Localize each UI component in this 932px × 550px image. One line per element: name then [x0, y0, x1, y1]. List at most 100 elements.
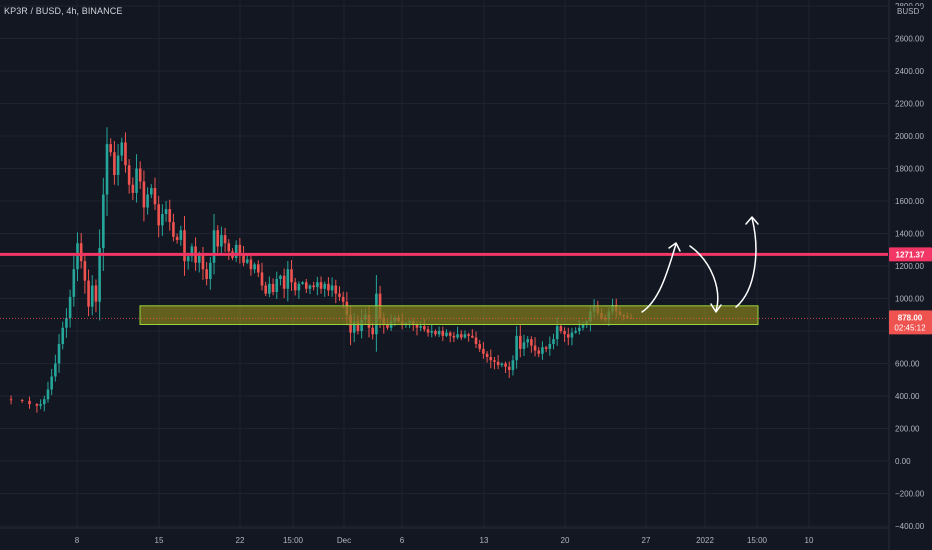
- candle-body: [175, 236, 179, 240]
- candle-body: [570, 332, 574, 338]
- y-tick-label: 400.00: [895, 392, 920, 401]
- candle-body: [127, 165, 131, 185]
- candle-body: [515, 335, 518, 361]
- candle-body: [35, 404, 39, 406]
- candle-body: [286, 269, 290, 289]
- symbol-title[interactable]: KP3R / BUSD, 4h, BINANCE: [4, 6, 123, 16]
- y-tick-label: 2400.00: [895, 67, 924, 76]
- projection-arrow-up-2[interactable]: [735, 217, 757, 308]
- candle-body: [223, 235, 227, 244]
- candle-body: [83, 261, 87, 281]
- candle-body: [116, 155, 120, 175]
- candle-body: [172, 222, 175, 237]
- candle-body: [79, 243, 83, 262]
- candle-body: [238, 244, 242, 255]
- candle-body: [253, 264, 256, 270]
- candle-body: [511, 360, 515, 370]
- candle-body: [452, 335, 456, 338]
- y-tick-label: 2600.00: [895, 35, 924, 44]
- y-tick-label: −400.00: [895, 522, 925, 531]
- candle-body: [522, 342, 526, 349]
- time-axis[interactable]: 8 15 22 15:00 Dec 6 13 20 27 2022 15:00 10: [0, 527, 888, 545]
- candle-body: [360, 319, 363, 331]
- candle-body: [61, 327, 65, 344]
- y-tick-label: 200.00: [895, 425, 920, 434]
- candle-body: [290, 269, 293, 283]
- resistance-price-tag-text: 1271.37: [896, 250, 925, 259]
- resistance-price-tag[interactable]: 1271.37: [889, 247, 932, 262]
- candle-body: [87, 280, 90, 307]
- candlestick-series[interactable]: [9, 127, 633, 413]
- current-price-tag-bg: [889, 310, 932, 335]
- drawings[interactable]: [0, 216, 888, 325]
- candle-body: [559, 326, 563, 331]
- candle-body: [323, 283, 327, 289]
- y-tick-label: 1000.00: [895, 295, 924, 304]
- candle-body: [330, 285, 334, 291]
- candle-body: [555, 326, 559, 340]
- candle-body: [304, 282, 308, 289]
- candle-body: [478, 344, 482, 349]
- candle-body: [548, 344, 552, 349]
- y-tick-label: 1600.00: [895, 197, 924, 206]
- candle-body: [72, 269, 76, 297]
- candle-body: [245, 259, 249, 263]
- x-tick-label: 20: [561, 536, 570, 545]
- candle-body: [327, 283, 330, 291]
- candle-body: [76, 243, 79, 270]
- candle-body: [260, 272, 264, 286]
- y-tick-label: 1400.00: [895, 230, 924, 239]
- candle-body: [474, 337, 478, 344]
- candle-body: [518, 335, 522, 349]
- candle-body: [135, 168, 138, 193]
- support-zone-rectangle[interactable]: [139, 305, 759, 325]
- candle-body: [242, 254, 245, 263]
- currency-badge[interactable]: BUSD: [895, 6, 922, 17]
- candle-body: [467, 334, 470, 336]
- candle-body: [544, 347, 548, 349]
- candle-body: [312, 285, 315, 288]
- candle-body: [448, 332, 452, 336]
- candle-body: [426, 329, 430, 333]
- x-tick-label: 13: [480, 536, 489, 545]
- candle-body: [90, 285, 94, 307]
- y-tick-label: 2200.00: [895, 100, 924, 109]
- candle-body: [257, 264, 260, 273]
- x-tick-label: 15:00: [283, 536, 304, 545]
- candle-body: [415, 324, 419, 328]
- projection-arrow-down[interactable]: [689, 245, 719, 312]
- candle-body: [54, 363, 57, 377]
- candle-body: [456, 334, 459, 338]
- projection-arrow-up[interactable]: [641, 243, 677, 313]
- candle-body: [46, 389, 50, 400]
- candle-body: [537, 350, 541, 354]
- candle-body: [209, 262, 212, 279]
- candle-body: [419, 326, 422, 328]
- candle-body: [530, 339, 533, 346]
- x-tick-label: 6: [400, 536, 405, 545]
- current-price-text: 878.00: [898, 313, 923, 322]
- candle-body: [441, 331, 445, 336]
- x-tick-label: 15: [155, 536, 164, 545]
- y-tick-label: 600.00: [895, 360, 920, 369]
- x-tick-label: 8: [75, 536, 80, 545]
- candle-body: [164, 209, 168, 214]
- candle-body: [496, 361, 500, 366]
- candle-body: [541, 347, 544, 354]
- candle-body: [334, 285, 338, 294]
- candle-body: [578, 327, 581, 331]
- candle-body: [20, 400, 24, 402]
- candle-body: [227, 243, 231, 252]
- candle-body: [179, 230, 183, 240]
- candle-body: [98, 248, 101, 302]
- candle-body: [124, 142, 127, 166]
- candle-body: [297, 283, 301, 291]
- candle-body: [212, 230, 216, 263]
- candle-body: [566, 334, 570, 338]
- candle-body: [482, 348, 485, 354]
- candle-body: [50, 376, 53, 390]
- candle-body: [220, 235, 223, 247]
